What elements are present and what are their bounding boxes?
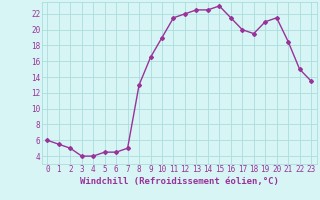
X-axis label: Windchill (Refroidissement éolien,°C): Windchill (Refroidissement éolien,°C) <box>80 177 279 186</box>
